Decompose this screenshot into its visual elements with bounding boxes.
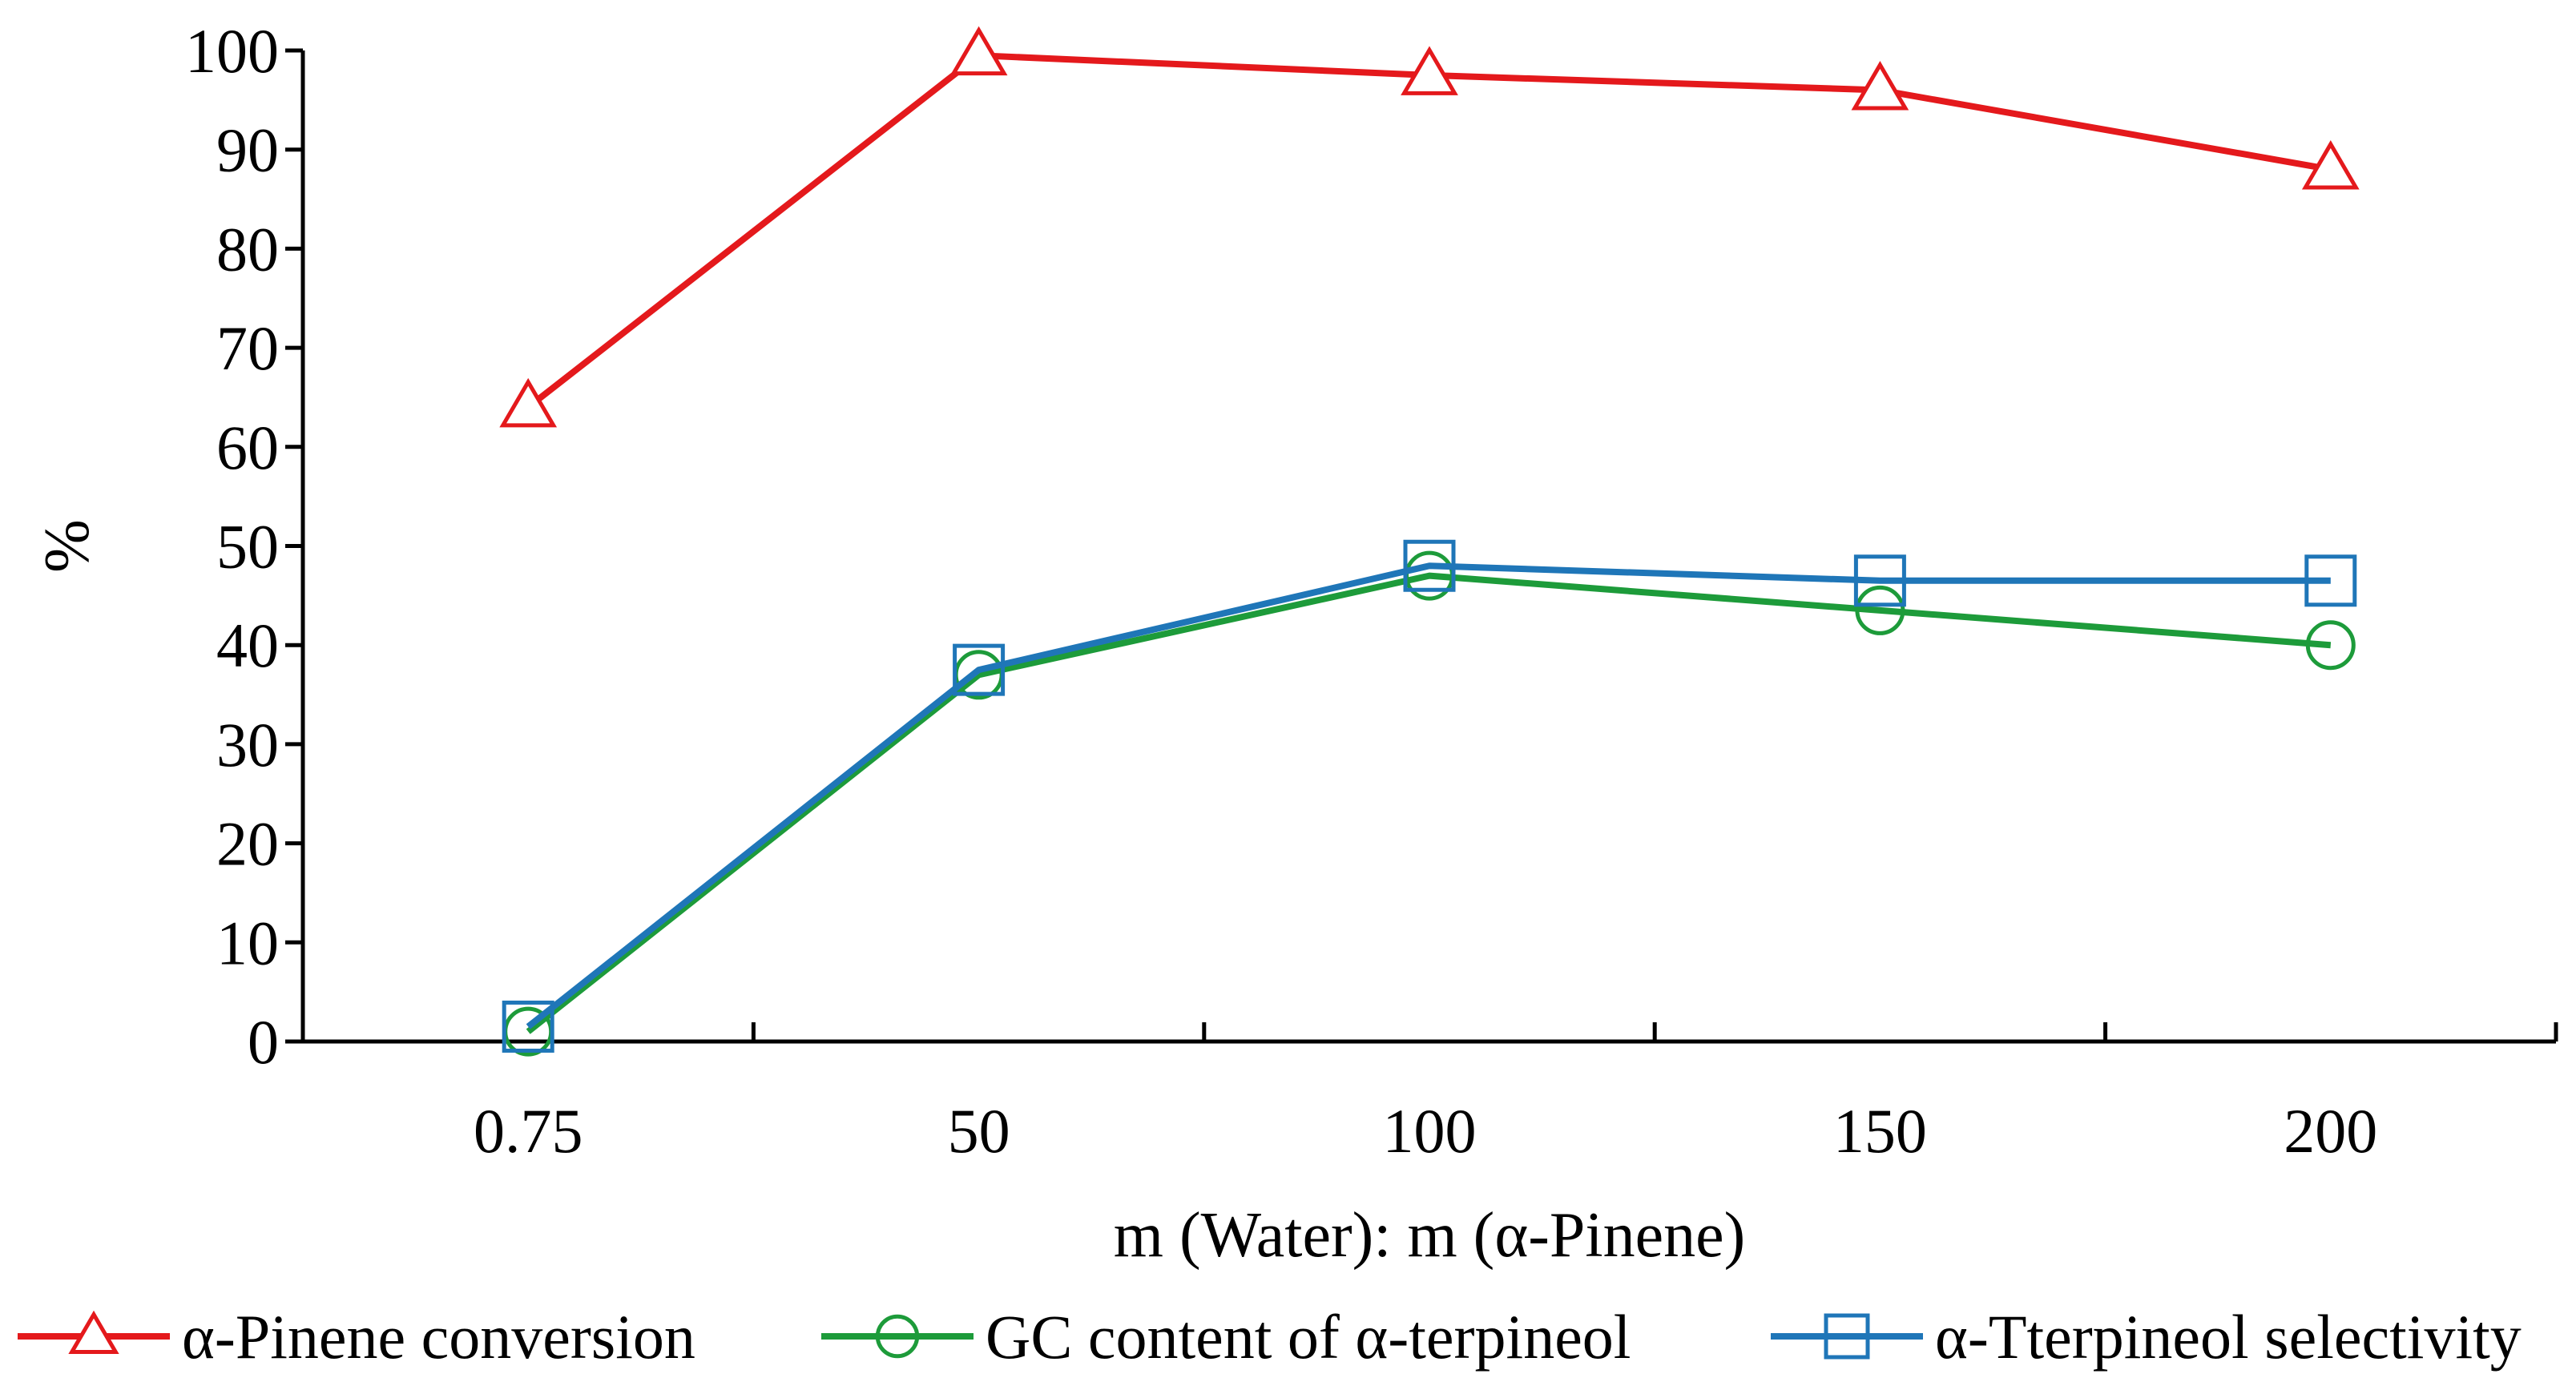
series-line <box>526 52 2332 410</box>
y-tick-label: 10 <box>216 908 279 977</box>
data-point-square <box>2304 554 2357 607</box>
series-triangle <box>499 26 2360 428</box>
data-point-triangle <box>2301 139 2360 190</box>
y-tick-label: 100 <box>185 16 279 86</box>
data-point-square <box>502 1000 554 1053</box>
data-point-triangle <box>1401 46 1458 95</box>
series-circle <box>503 550 2356 1057</box>
axes <box>300 50 2556 1044</box>
legend-item: α-Pinene conversion <box>18 1302 695 1372</box>
y-tick-label: 50 <box>216 512 279 582</box>
y-tick-label: 70 <box>216 313 279 383</box>
x-tick-label: 200 <box>2284 1096 2377 1166</box>
series-layer <box>499 26 2360 1057</box>
data-point-triangle <box>1851 61 1909 111</box>
y-tick-label: 80 <box>216 214 279 284</box>
x-tick-label: 0.75 <box>474 1096 583 1166</box>
legend-label: α-Pinene conversion <box>182 1302 695 1372</box>
legend-item: α-Tterpineol selectivity <box>1771 1302 2522 1372</box>
y-tick-label: 30 <box>216 710 279 780</box>
legend: α-Pinene conversion GC content of α-terpi… <box>18 1302 2522 1372</box>
y-tick-label: 90 <box>216 115 279 185</box>
y-tick-label: 20 <box>216 809 279 879</box>
series-line <box>526 572 2332 1034</box>
legend-marker-square <box>1824 1313 1870 1360</box>
legend-marker-triangle <box>68 1310 119 1354</box>
x-tick-label: 50 <box>948 1096 1010 1166</box>
legend-marker-circle <box>875 1314 920 1359</box>
y-axis-title: % <box>32 519 103 573</box>
x-axis-title: m (Water): m (α-Pinene) <box>1114 1200 1746 1271</box>
x-axis-ticks: 0.75 50 100 150 200 <box>474 1022 2558 1166</box>
data-point-square <box>1403 539 1456 592</box>
data-point-triangle <box>949 26 1008 76</box>
legend-item: GC content of α-terpineol <box>821 1302 1631 1372</box>
x-tick-label: 100 <box>1383 1096 1477 1166</box>
y-axis-ticks: 0 10 20 30 40 50 60 70 80 90 100 <box>185 16 303 1077</box>
data-point-square <box>953 643 1006 696</box>
x-tick-label: 150 <box>1833 1096 1927 1166</box>
data-point-triangle <box>499 377 558 428</box>
data-point-circle <box>2305 620 2356 671</box>
y-tick-label: 40 <box>216 610 279 680</box>
y-tick-label: 0 <box>248 1007 279 1077</box>
y-tick-label: 60 <box>216 413 279 482</box>
legend-label: GC content of α-terpineol <box>986 1302 1631 1372</box>
legend-label: α-Tterpineol selectivity <box>1935 1302 2522 1372</box>
series-line <box>526 562 2331 1029</box>
data-point-square <box>1853 554 1906 607</box>
series-square <box>502 539 2357 1053</box>
data-point-circle <box>1855 585 1905 635</box>
